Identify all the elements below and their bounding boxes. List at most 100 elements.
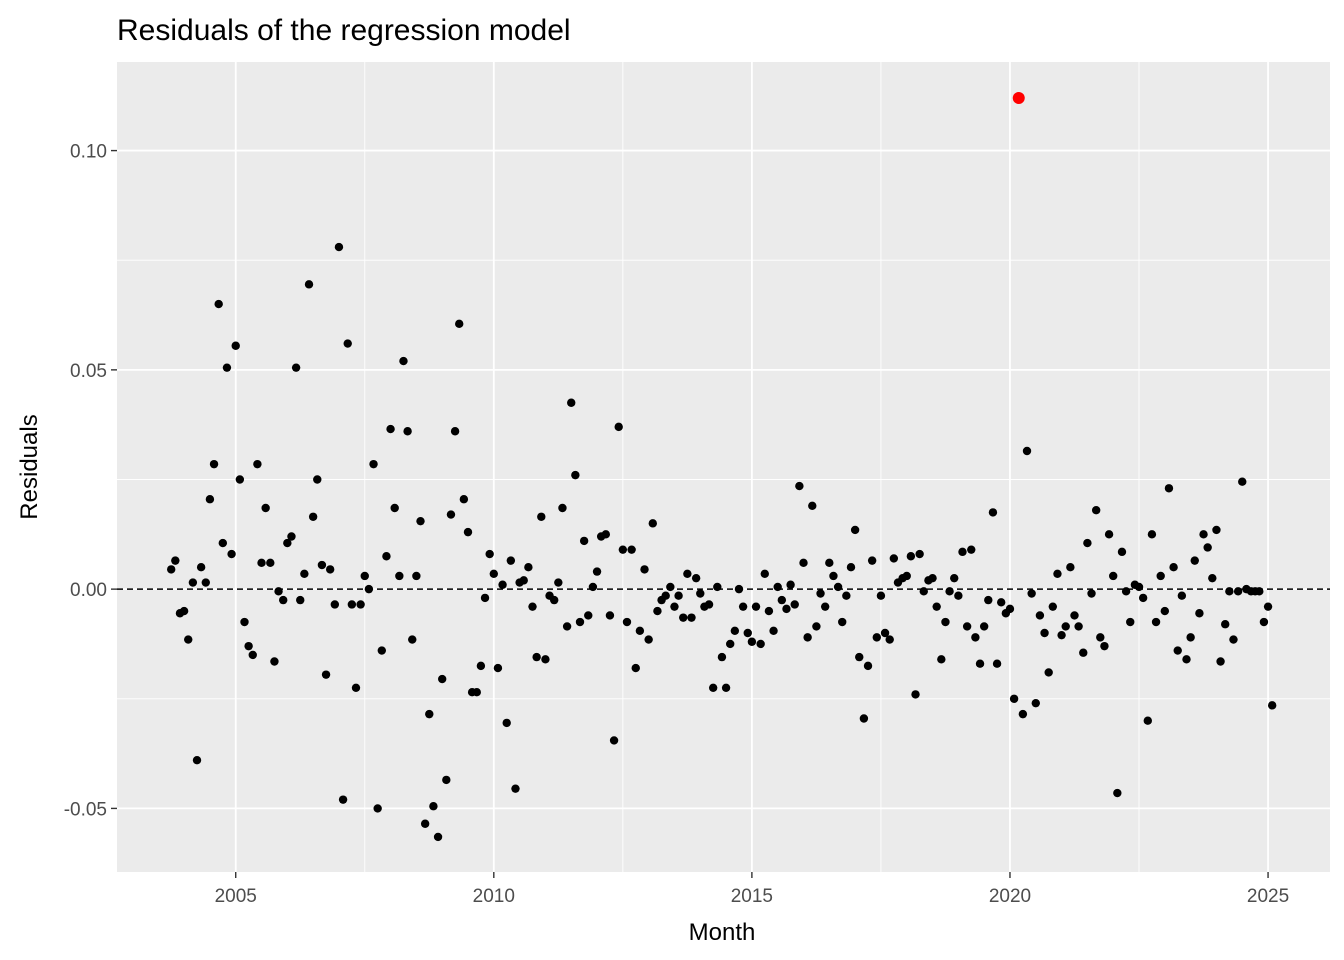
data-point	[330, 600, 340, 609]
data-point	[592, 567, 602, 576]
data-point	[721, 683, 731, 693]
data-point	[950, 573, 959, 583]
data-point	[1143, 716, 1152, 725]
data-point	[846, 563, 856, 572]
data-point	[743, 628, 752, 638]
y-axis: -0.05 0.00 0.05 0.10	[64, 142, 117, 820]
data-point	[622, 617, 632, 627]
data-point	[954, 591, 963, 600]
data-point	[906, 552, 916, 561]
data-point	[1009, 694, 1019, 703]
data-point	[713, 582, 722, 592]
data-point	[1255, 587, 1264, 596]
data-point	[425, 709, 434, 719]
data-point	[1221, 620, 1230, 629]
data-point	[270, 657, 279, 666]
data-point	[240, 617, 249, 627]
data-point	[179, 606, 189, 616]
data-point	[820, 602, 830, 611]
data-point	[334, 242, 344, 252]
data-point	[885, 635, 894, 644]
data-point	[558, 503, 567, 513]
data-point	[395, 571, 404, 581]
data-point	[967, 545, 976, 554]
x-tick-label: 2020	[989, 886, 1031, 907]
data-point	[1100, 641, 1109, 651]
data-point	[1138, 593, 1148, 603]
data-point	[1096, 633, 1105, 642]
data-point	[1212, 525, 1221, 535]
data-point	[696, 589, 705, 598]
data-point	[253, 459, 262, 469]
data-point	[317, 560, 327, 570]
data-point	[1160, 606, 1170, 616]
data-point	[386, 424, 395, 434]
data-point	[455, 319, 464, 329]
data-point	[1173, 646, 1182, 655]
data-point	[704, 600, 714, 609]
data-point	[1147, 530, 1157, 539]
data-point	[867, 556, 877, 565]
data-point	[876, 591, 886, 600]
data-point	[287, 532, 296, 541]
data-point	[266, 558, 275, 568]
y-axis-title: Residuals	[16, 414, 43, 519]
highlighted-data-point	[1012, 91, 1025, 104]
data-point	[442, 775, 451, 785]
data-point	[756, 639, 765, 649]
data-point	[872, 633, 882, 642]
data-point	[1022, 446, 1032, 456]
data-point	[532, 652, 541, 662]
data-point	[1048, 602, 1058, 611]
data-point	[975, 659, 985, 668]
data-point	[992, 659, 1002, 668]
data-point	[279, 595, 288, 605]
data-point	[502, 718, 511, 728]
data-point	[390, 503, 399, 513]
data-point	[364, 584, 374, 594]
data-point	[605, 611, 615, 620]
data-point	[812, 622, 821, 631]
data-point	[1018, 709, 1028, 719]
data-point	[437, 674, 447, 684]
data-point	[614, 422, 623, 432]
data-point	[300, 569, 309, 578]
data-point	[889, 554, 899, 563]
data-point	[588, 582, 598, 592]
data-point	[192, 755, 202, 765]
data-point	[937, 655, 946, 664]
x-tick-label: 2010	[473, 886, 515, 907]
data-point	[382, 552, 391, 561]
data-point	[325, 565, 335, 574]
data-point	[554, 578, 563, 587]
data-point	[902, 571, 911, 581]
data-point	[321, 670, 331, 679]
data-point	[498, 580, 507, 589]
data-point	[412, 571, 421, 581]
data-point	[1005, 604, 1015, 614]
data-point	[338, 795, 348, 804]
data-point	[408, 635, 417, 644]
data-point	[1126, 617, 1135, 627]
data-point	[945, 587, 954, 596]
data-point	[1066, 563, 1075, 572]
data-point	[730, 626, 740, 635]
data-point	[971, 633, 980, 642]
data-point	[1199, 530, 1208, 539]
data-point	[248, 650, 257, 660]
data-point	[347, 600, 357, 609]
data-point	[859, 714, 869, 723]
data-point	[958, 547, 967, 557]
data-point	[996, 598, 1006, 607]
data-point	[1083, 538, 1092, 548]
y-tick-label: -0.05	[64, 799, 107, 820]
data-point	[166, 565, 176, 574]
data-point	[399, 356, 408, 366]
data-point	[227, 549, 236, 559]
data-point	[459, 495, 469, 504]
data-point	[1216, 657, 1225, 666]
data-point	[631, 663, 640, 673]
data-point	[403, 427, 412, 436]
data-point	[205, 495, 215, 504]
